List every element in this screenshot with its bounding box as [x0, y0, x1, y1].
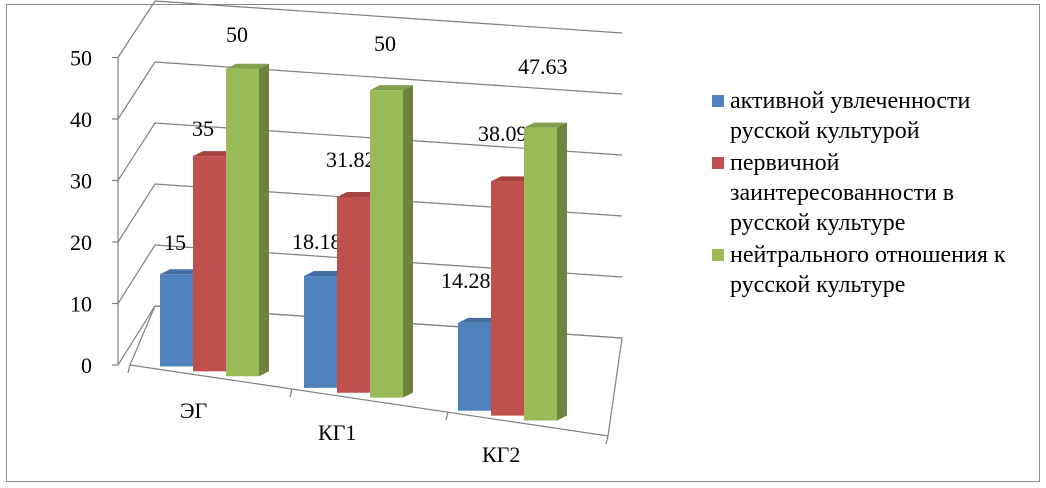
bar: [304, 276, 337, 388]
gridline: [117, 122, 623, 181]
data-label: 15: [164, 230, 186, 255]
bar-top: [458, 317, 501, 323]
y-tick-label: 30: [70, 169, 92, 194]
data-label: 31.82: [326, 147, 376, 172]
bar-top: [524, 122, 567, 128]
bar: [226, 68, 259, 377]
x-tick-mark: [127, 364, 131, 374]
bar: [337, 197, 370, 393]
bar: [160, 274, 193, 367]
y-tick-label: 50: [70, 46, 92, 71]
data-label: 50: [374, 31, 396, 56]
x-tick-label: КГ1: [318, 420, 356, 445]
gridline: [117, 0, 623, 58]
bar-side: [259, 63, 269, 377]
legend-swatch-red: [712, 157, 724, 169]
bar: [458, 322, 491, 411]
y-tick-label: 10: [70, 292, 92, 317]
legend-label-series-1: активной увлеченности русской культурой: [730, 88, 971, 144]
data-label: 18.18: [292, 229, 342, 254]
legend-swatch-green: [712, 249, 724, 261]
x-tick-mark: [445, 412, 449, 421]
bar: [193, 156, 226, 372]
bar-top: [337, 192, 380, 198]
legend-swatch-blue: [712, 95, 724, 107]
legend-item-series-2: первичной заинтересованности в русской к…: [712, 148, 1037, 238]
y-tick-label: 40: [70, 107, 92, 132]
bar-top: [491, 176, 534, 182]
x-tick-mark: [605, 435, 609, 445]
legend-label-series-2: первичной заинтересованности в русской к…: [730, 150, 955, 236]
y-tick-label: 0: [81, 353, 92, 378]
floor-outline: [129, 305, 623, 437]
y-tick-label: 20: [70, 230, 92, 255]
legend-label-series-3: нейтрального отношения к русской культур…: [730, 242, 1006, 298]
bar-top: [370, 85, 413, 91]
bar-top: [193, 151, 236, 157]
x-tick-mark: [289, 388, 293, 398]
legend-item-series-1: активной увлеченности русской культурой: [712, 86, 1037, 146]
legend-item-series-3: нейтрального отношения к русской культур…: [712, 240, 1037, 300]
legend: активной увлеченности русской культурой …: [712, 86, 1037, 302]
bar-top: [226, 63, 269, 69]
data-label: 50: [226, 22, 248, 47]
bar-top: [160, 269, 203, 275]
x-tick-label: КГ2: [482, 442, 520, 467]
bar: [491, 181, 524, 416]
bar-side: [403, 85, 413, 398]
bar-side: [557, 122, 567, 421]
bar: [370, 90, 403, 398]
bar-top: [304, 271, 347, 277]
gridline: [117, 244, 623, 304]
data-label: 47.63: [518, 54, 568, 79]
gridline: [117, 61, 623, 120]
data-label: 14.28: [441, 268, 491, 293]
bar: [524, 127, 557, 421]
data-label: 38.09: [478, 121, 528, 146]
data-label: 35: [192, 116, 214, 141]
gridline: [117, 183, 623, 243]
x-tick-label: ЭГ: [180, 398, 208, 423]
